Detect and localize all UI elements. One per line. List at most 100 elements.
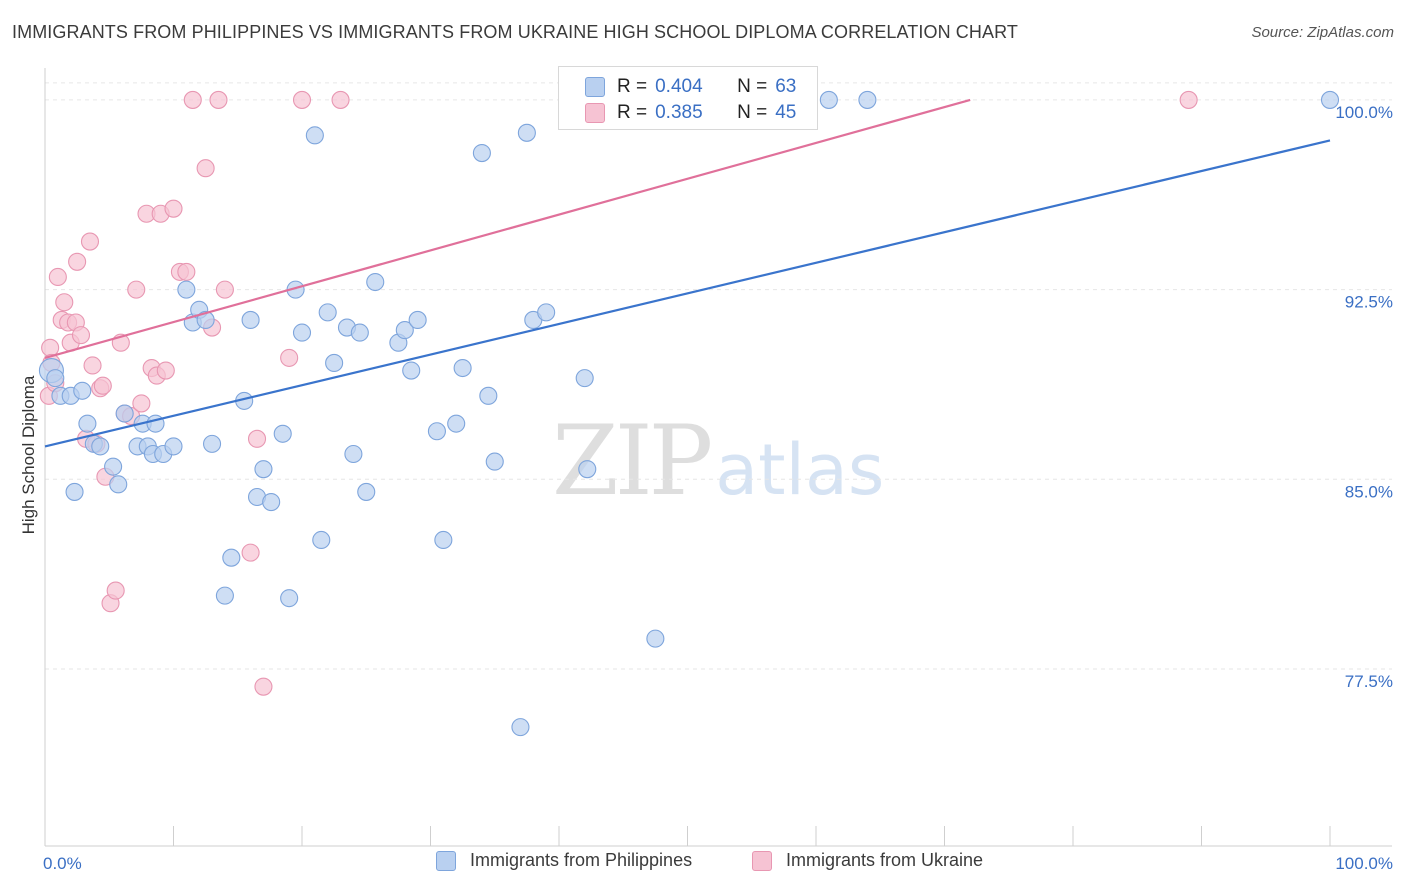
legend-row-philippines: R = 0.404 N = 63 [585,75,796,99]
ukraine-point [68,252,87,271]
philippines-point [241,310,260,330]
philippines-point [366,272,385,292]
y-tick-label: 100.0% [1335,103,1393,122]
legend-item-philippines: Immigrants from Philippines [436,850,692,871]
ukraine-point [127,280,146,299]
bottom-legend: Immigrants from Philippines Immigrants f… [0,850,1406,880]
ukraine-point [215,280,234,299]
philippines-point [472,143,491,163]
philippines-point [109,475,128,494]
philippines-point [325,353,344,373]
y-axis-title: High School Diploma [19,375,38,534]
philippines-point [395,321,414,340]
philippines-point [262,493,281,512]
philippines-point [578,460,597,479]
ukraine-point [55,293,74,312]
x-tick-label: 0.0% [43,854,82,873]
philippines-point [203,434,222,453]
ukraine-point [331,90,350,109]
philippines-point [511,718,530,737]
r-label: R = [617,102,648,123]
ukraine-point [164,199,183,218]
philippines-point [65,482,84,501]
ukraine-legend-swatch [752,850,772,871]
ukraine-point [196,159,215,178]
ukraine-point [83,356,102,375]
philippines-point [357,482,376,501]
philippines-point [350,323,369,342]
axes-layer [44,68,1392,847]
philippines-point [344,444,363,464]
n-label: N = [737,102,768,123]
labels-layer: 100.0% 92.5% 85.0% 77.5% 0.0% 100.0% High Scho… [19,103,1393,873]
philippines-point [485,452,504,471]
philippines-point [280,589,299,608]
ukraine-point [209,90,228,109]
philippines-point [305,126,324,145]
philippines-point [273,424,292,443]
ukraine-point [254,677,273,696]
ukraine-swatch [585,103,605,123]
ukraine-point [177,262,196,281]
philippines-point [402,361,421,380]
legend-row-ukraine: R = 0.385 N = 45 [585,101,796,125]
chart-source: Source: ZipAtlas.com [1251,24,1394,41]
y-tick-label: 92.5% [1345,293,1393,312]
legend-item-ukraine: Immigrants from Ukraine [752,850,983,871]
ukraine-point [132,394,151,413]
philippines-point [91,437,110,456]
correlation-legend: R = 0.404 N = 63 R = 0.385 N = 45 [558,66,818,130]
philippines-point [254,460,273,479]
legend-label-philippines: Immigrants from Philippines [470,850,693,870]
ukraine-point [71,326,91,345]
y-tick-label: 77.5% [1345,672,1393,691]
philippines-swatch [585,77,605,97]
philippines-point [575,369,594,388]
philippines-point [408,310,427,330]
philippines-point [115,404,134,423]
philippines-point [1320,90,1340,109]
x-tick-label: 100.0% [1335,854,1393,873]
philippines-point [196,310,215,330]
philippines-point [318,303,337,322]
ukraine-point [80,232,100,251]
n-value: 63 [775,76,797,97]
philippines-point [434,530,453,550]
philippines-point [78,414,97,433]
n-label: N = [737,76,768,97]
ukraine-point [1179,90,1198,109]
philippines-point [646,629,665,648]
philippines-point [312,530,331,550]
philippines-point [537,303,556,322]
philippines-point [164,437,183,456]
philippines-point [215,586,234,605]
philippines-point [292,323,312,342]
philippines-point [46,369,65,388]
philippines-point [453,358,472,378]
ukraine-point [106,581,125,600]
philippines-point [858,90,877,109]
ukraine-point [156,361,175,380]
legend-label-ukraine: Immigrants from Ukraine [786,850,984,870]
philippines-point [819,90,838,109]
chart-title: IMMIGRANTS FROM PHILIPPINES VS IMMIGRANT… [12,22,1018,42]
r-label: R = [617,76,648,97]
philippines-point [73,381,92,400]
points-layer [38,90,1340,737]
ukraine-point [247,429,267,448]
ukraine-trend-line [44,98,971,359]
ukraine-point [48,267,67,287]
philippines-point [222,548,241,567]
philippines-point [104,457,123,476]
ukraine-point [280,348,299,367]
philippines-point [517,123,536,142]
n-value: 45 [775,102,797,123]
philippines-point [427,422,446,441]
r-value: 0.404 [655,76,703,97]
philippines-legend-swatch [436,850,456,871]
philippines-trend-line [44,139,1331,448]
y-tick-label: 85.0% [1345,482,1393,501]
philippines-point [447,414,466,433]
ukraine-point [93,376,112,395]
